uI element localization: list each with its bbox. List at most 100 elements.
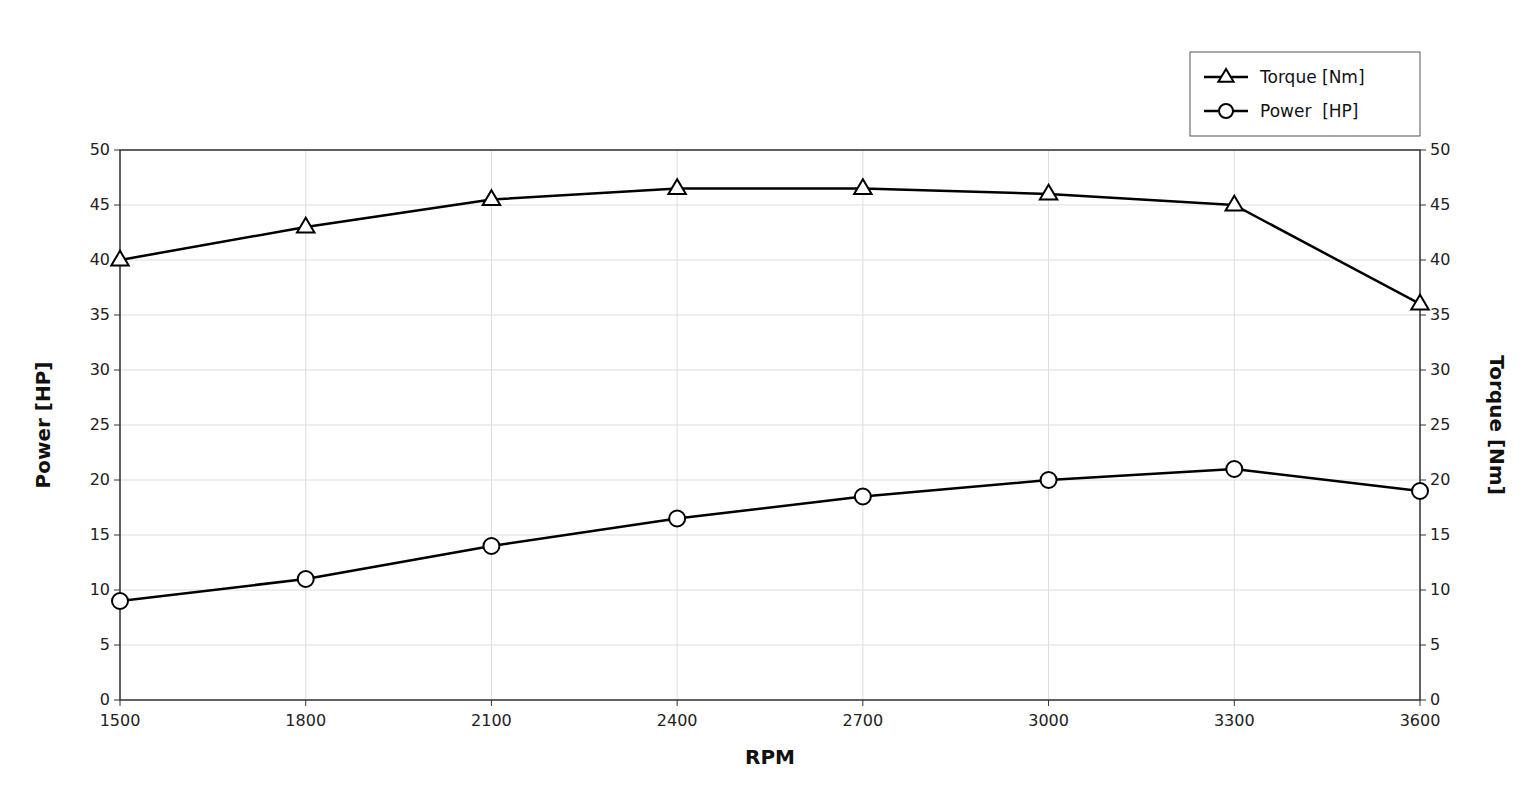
- y-tick-label: 35: [90, 305, 110, 324]
- y2-tick-label: 5: [1430, 635, 1440, 654]
- y-tick-label: 25: [90, 415, 110, 434]
- grid-line-y: [120, 425, 1420, 426]
- y2-tick: [1420, 205, 1426, 206]
- x-tick: [1234, 700, 1235, 706]
- series-marker: [483, 538, 499, 554]
- x-tick: [120, 700, 121, 706]
- y2-tick-label: 25: [1430, 415, 1450, 434]
- y-tick: [114, 590, 120, 591]
- y-axis-label: Power [HP]: [31, 362, 55, 489]
- legend: Torque [Nm] Power [HP]: [1190, 52, 1420, 136]
- y-tick: [114, 370, 120, 371]
- y-tick: [114, 315, 120, 316]
- x-tick-label: 2100: [471, 711, 512, 730]
- y-tick-label: 20: [90, 470, 110, 489]
- series-marker: [669, 511, 685, 527]
- y2-tick: [1420, 370, 1426, 371]
- y2-tick-label: 50: [1430, 140, 1450, 159]
- y2-tick-label: 0: [1430, 690, 1440, 709]
- series-marker: [1226, 461, 1242, 477]
- series-marker: [668, 179, 685, 194]
- background: [0, 0, 1540, 800]
- grid: [120, 150, 1420, 700]
- x-tick-label: 1500: [100, 711, 141, 730]
- y2-tick-label: 40: [1430, 250, 1450, 269]
- series-marker: [297, 218, 314, 233]
- x-tick-label: 1800: [285, 711, 326, 730]
- plot-frame: [120, 150, 1420, 700]
- series-marker: [855, 489, 871, 505]
- y2-tick: [1420, 315, 1426, 316]
- series-marker: [1412, 483, 1428, 499]
- y2-tick: [1420, 150, 1426, 151]
- x-tick-label: 2700: [842, 711, 883, 730]
- grid-line-y: [120, 315, 1420, 316]
- grid-line-y: [120, 535, 1420, 536]
- y2-tick: [1420, 535, 1426, 536]
- legend-label: Power [HP]: [1260, 101, 1359, 121]
- series-marker: [111, 251, 128, 266]
- legend-label: Torque [Nm]: [1259, 67, 1365, 87]
- y2-tick-label: 30: [1430, 360, 1450, 379]
- series-marker: [483, 190, 500, 205]
- grid-line-y: [120, 260, 1420, 261]
- grid-line-y: [120, 645, 1420, 646]
- x-tick-label: 3600: [1400, 711, 1441, 730]
- y-tick-label: 30: [90, 360, 110, 379]
- x-tick-label: 3000: [1028, 711, 1069, 730]
- y-tick-label: 40: [90, 250, 110, 269]
- grid-line-y: [120, 370, 1420, 371]
- y-tick: [114, 700, 120, 701]
- x-tick: [491, 700, 492, 706]
- y2-tick: [1420, 260, 1426, 261]
- y2-axis-label: Torque [Nm]: [1485, 355, 1509, 495]
- y-tick-label: 5: [100, 635, 110, 654]
- y2-tick: [1420, 480, 1426, 481]
- series-marker: [1040, 185, 1057, 200]
- y2-tick: [1420, 700, 1426, 701]
- x-axis-label: RPM: [745, 745, 795, 769]
- x-tick-label: 3300: [1214, 711, 1255, 730]
- grid-line-y: [120, 590, 1420, 591]
- series-marker: [1041, 472, 1057, 488]
- series-marker: [1411, 295, 1428, 310]
- grid-line-y: [120, 480, 1420, 481]
- x-tick: [305, 700, 306, 706]
- y-tick: [114, 150, 120, 151]
- x-tick: [862, 700, 863, 706]
- legend-box: [1190, 52, 1420, 136]
- y-tick-label: 15: [90, 525, 110, 544]
- y2-tick-label: 45: [1430, 195, 1450, 214]
- y-tick: [114, 645, 120, 646]
- axes: 1500 1800 2100 2400 2700 3000 3300 3600 0 5 10 15 20…: [90, 140, 1451, 730]
- y-tick-label: 50: [90, 140, 110, 159]
- series-marker: [112, 593, 128, 609]
- series-marker: [298, 571, 314, 587]
- y-tick-label: 45: [90, 195, 110, 214]
- y2-tick: [1420, 425, 1426, 426]
- legend-marker: [1219, 104, 1233, 118]
- y-tick: [114, 480, 120, 481]
- legend-marker: [1218, 69, 1233, 82]
- series-marker: [854, 179, 871, 194]
- y-tick: [114, 205, 120, 206]
- y-tick: [114, 425, 120, 426]
- chart-svg: 1500 1800 2100 2400 2700 3000 3300 3600 0 5 10 15 20…: [0, 0, 1540, 800]
- y2-tick-label: 10: [1430, 580, 1450, 599]
- y2-tick: [1420, 645, 1426, 646]
- y2-tick: [1420, 590, 1426, 591]
- y-tick: [114, 535, 120, 536]
- y2-tick-label: 20: [1430, 470, 1450, 489]
- x-tick: [1048, 700, 1049, 706]
- y2-tick-label: 15: [1430, 525, 1450, 544]
- y2-tick-label: 35: [1430, 305, 1450, 324]
- chart-container: 1500 1800 2100 2400 2700 3000 3300 3600 0 5 10 15 20…: [0, 0, 1540, 800]
- series-line: [120, 189, 1420, 305]
- series-lines: [120, 189, 1420, 602]
- x-tick: [1420, 700, 1421, 706]
- series-marker: [1226, 196, 1243, 211]
- series-markers: [111, 179, 1428, 609]
- x-tick: [677, 700, 678, 706]
- x-tick-label: 2400: [657, 711, 698, 730]
- y-tick-label: 10: [90, 580, 110, 599]
